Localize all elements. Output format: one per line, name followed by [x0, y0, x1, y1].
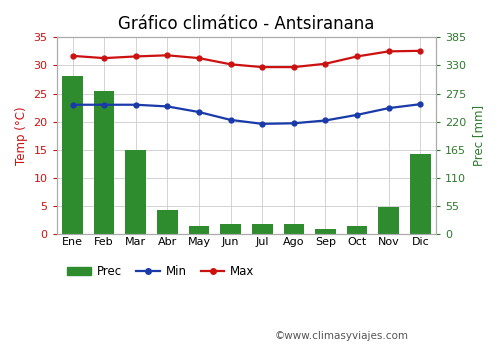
Bar [126, 150, 146, 234]
Bar [157, 210, 178, 234]
Y-axis label: Prec [mm]: Prec [mm] [472, 105, 485, 166]
Bar [188, 226, 210, 234]
Text: ©www.climasyviajes.com: ©www.climasyviajes.com [275, 331, 409, 341]
Bar [347, 226, 368, 234]
Bar [378, 208, 399, 234]
Legend: Prec, Min, Max: Prec, Min, Max [62, 261, 260, 283]
Bar [410, 154, 430, 234]
Bar [252, 224, 272, 234]
Y-axis label: Temp (°C): Temp (°C) [15, 106, 28, 165]
Bar [220, 224, 241, 234]
Bar [62, 76, 83, 234]
Bar [315, 229, 336, 234]
Bar [94, 91, 114, 234]
Bar [284, 224, 304, 234]
Title: Gráfico climático - Antsiranana: Gráfico climático - Antsiranana [118, 15, 374, 33]
